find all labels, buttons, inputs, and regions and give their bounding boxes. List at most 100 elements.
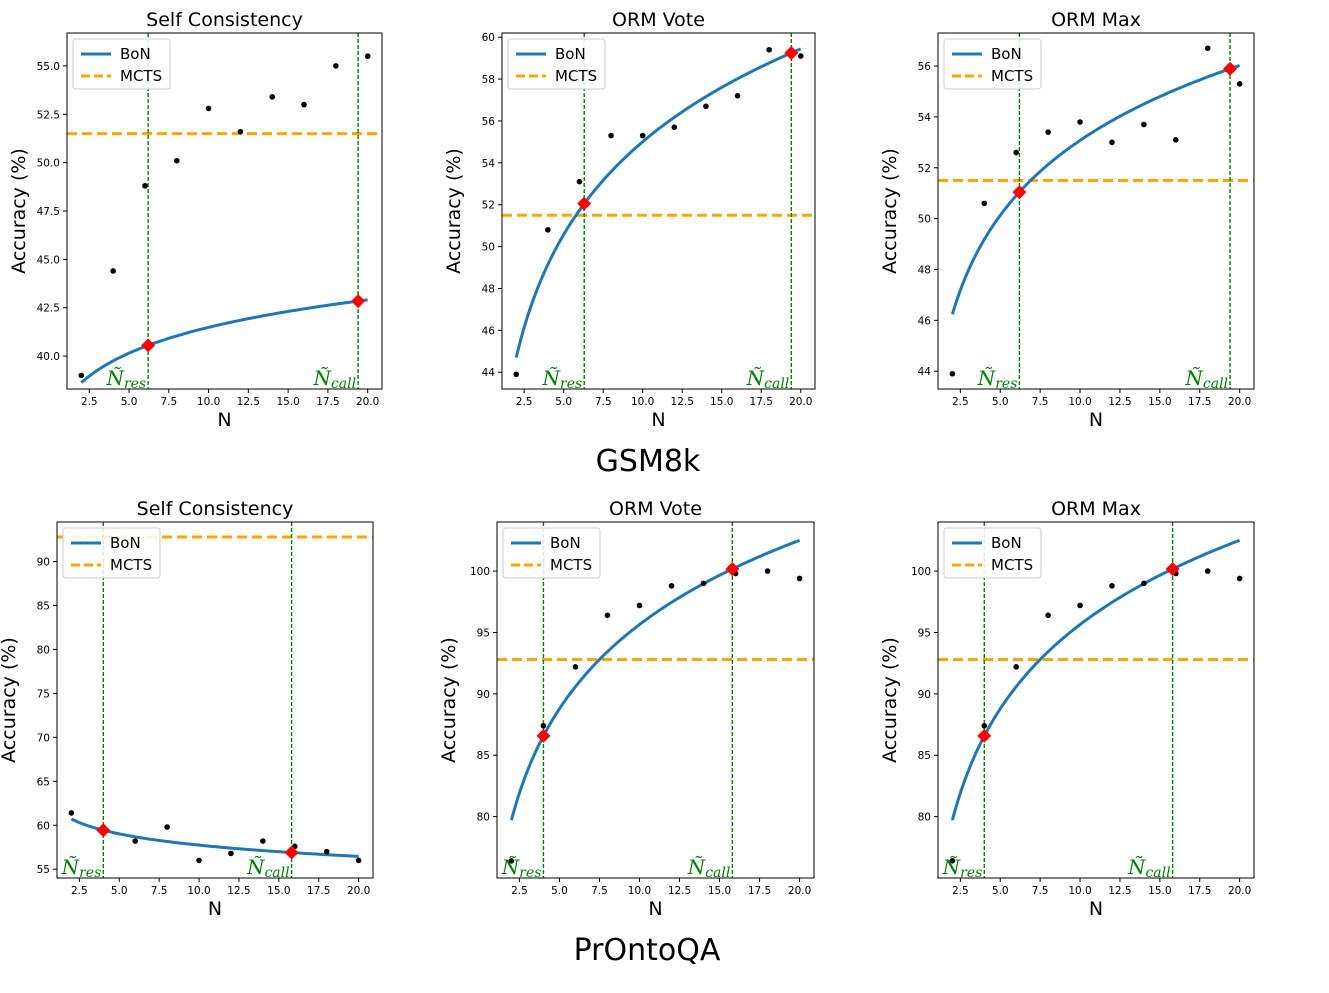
y-tick-label: 100 xyxy=(911,566,931,578)
x-tick-label: 10.0 xyxy=(1068,885,1091,897)
legend-bon-label: BoN xyxy=(991,45,1022,63)
y-tick-label: 45.0 xyxy=(37,254,60,266)
x-tick-label: 17.5 xyxy=(307,885,330,897)
data-point xyxy=(228,850,234,857)
n-res-annotation: Ñres xyxy=(105,366,146,392)
y-axis-label: Accuracy (%) xyxy=(8,148,30,274)
x-tick-label: 17.5 xyxy=(316,396,339,408)
n-call-marker xyxy=(1223,61,1238,76)
data-point xyxy=(301,101,307,108)
n-res-marker xyxy=(577,196,592,211)
y-tick-label: 54 xyxy=(918,112,932,124)
data-point xyxy=(364,53,371,60)
n-call-annotation: Ñcall xyxy=(246,855,290,881)
y-axis-label: Accuracy (%) xyxy=(879,148,901,274)
data-point xyxy=(1077,119,1083,125)
data-point xyxy=(196,857,202,864)
data-point xyxy=(1172,137,1179,143)
bon-curve xyxy=(509,538,801,821)
y-tick-label: 58 xyxy=(482,74,495,86)
n-res-marker xyxy=(977,728,992,743)
x-tick-label: 7.5 xyxy=(151,885,168,897)
n-call-marker xyxy=(1165,561,1180,576)
data-point xyxy=(1141,580,1147,587)
data-point xyxy=(68,810,75,816)
y-tick-label: 95 xyxy=(918,627,931,639)
plot-area xyxy=(502,33,815,389)
x-axis-label: N xyxy=(217,409,231,431)
data-point xyxy=(668,583,675,589)
y-tick-label: 42.5 xyxy=(37,303,60,315)
chart-title: ORM Max xyxy=(1051,9,1141,31)
x-tick-label: 2.5 xyxy=(511,885,528,897)
chart-panel-4: Self Consistency 2.5 5.0 7.5 10.0 12.5 15.0 17.… xyxy=(0,498,374,920)
data-point xyxy=(639,132,646,139)
data-point xyxy=(355,857,362,864)
x-tick-label: 15.0 xyxy=(1148,885,1171,897)
n-call-marker xyxy=(784,45,799,60)
legend-mcts-label: MCTS xyxy=(110,556,152,574)
x-axis-label: N xyxy=(208,898,222,920)
data-point xyxy=(1045,129,1051,135)
n-call-annotation: Ñcall xyxy=(312,366,356,392)
plot-frame xyxy=(56,521,374,879)
y-tick-label: 75 xyxy=(37,688,50,700)
plot-area xyxy=(938,522,1254,878)
legend-bon-label: BoN xyxy=(555,45,586,63)
y-tick-label: 70 xyxy=(37,732,50,744)
x-tick-label: 2.5 xyxy=(952,885,969,897)
x-tick-label: 20.0 xyxy=(347,885,370,897)
chart-panel-5: ORM Vote 2.5 5.0 7.5 10.0 12.5 15.0 17.5 20.0 80 8… xyxy=(438,498,815,920)
x-tick-label: 15.0 xyxy=(276,396,299,408)
x-tick-label: 7.5 xyxy=(1032,396,1049,408)
data-point xyxy=(1045,612,1051,619)
legend-mcts-label: MCTS xyxy=(991,67,1033,85)
n-call-marker xyxy=(725,561,740,576)
y-axis-label: Accuracy (%) xyxy=(443,148,465,274)
y-tick-label: 85 xyxy=(37,601,50,613)
data-point xyxy=(671,124,678,131)
plot-area xyxy=(67,33,382,389)
x-axis-label: N xyxy=(1089,898,1103,920)
bon-curve xyxy=(80,298,368,384)
x-tick-label: 12.5 xyxy=(1108,396,1131,408)
data-point xyxy=(1013,149,1020,156)
x-tick-label: 17.5 xyxy=(1188,885,1211,897)
n-call-annotation: Ñcall xyxy=(687,855,731,881)
n-call-marker xyxy=(284,845,299,860)
data-point xyxy=(981,200,988,207)
x-tick-label: 7.5 xyxy=(591,885,608,897)
x-tick-label: 15.0 xyxy=(708,885,731,897)
data-point xyxy=(508,858,515,864)
n-res-marker xyxy=(141,338,156,353)
data-point xyxy=(132,838,139,844)
y-tick-label: 50 xyxy=(482,242,495,254)
x-tick-label: 10.0 xyxy=(197,396,220,408)
y-tick-label: 44 xyxy=(482,367,496,379)
x-tick-label: 5.0 xyxy=(992,885,1009,897)
x-tick-label: 2.5 xyxy=(952,396,969,408)
plot-frame xyxy=(937,521,1255,879)
y-axis-label: Accuracy (%) xyxy=(879,637,901,763)
chart-title: Self Consistency xyxy=(146,9,303,31)
data-point xyxy=(576,178,583,185)
data-point xyxy=(949,370,956,377)
y-tick-label: 80 xyxy=(477,812,490,824)
n-res-annotation: Ñres xyxy=(942,855,983,881)
x-tick-label: 15.0 xyxy=(267,885,290,897)
data-point xyxy=(110,268,116,274)
y-tick-label: 48 xyxy=(918,264,931,276)
y-tick-label: 56 xyxy=(918,61,932,73)
x-tick-label: 17.5 xyxy=(748,885,771,897)
x-tick-label: 12.5 xyxy=(668,885,691,897)
data-point xyxy=(78,372,85,379)
y-tick-label: 47.5 xyxy=(37,206,60,218)
data-point xyxy=(513,371,520,378)
data-point xyxy=(205,105,212,112)
data-point xyxy=(734,93,741,99)
x-tick-label: 2.5 xyxy=(516,396,533,408)
x-tick-label: 5.0 xyxy=(551,885,568,897)
data-point xyxy=(608,132,614,139)
y-tick-label: 46 xyxy=(482,325,496,337)
n-call-annotation: Ñcall xyxy=(1184,366,1228,392)
